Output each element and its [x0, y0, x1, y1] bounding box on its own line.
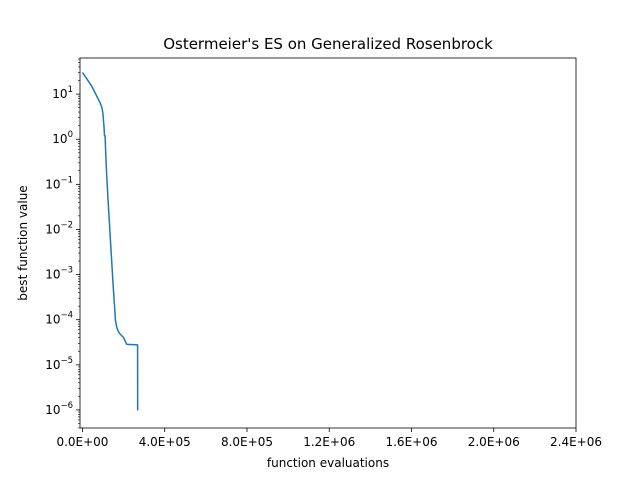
y-tick-label: 101 [52, 85, 73, 101]
y-tick-label: 10−1 [45, 175, 73, 191]
y-tick-label: 10−4 [45, 311, 73, 327]
x-tick-label: 8.0E+05 [221, 435, 273, 449]
y-axis-label: best function value [16, 185, 30, 300]
x-tick-label: 2.4E+06 [550, 435, 602, 449]
x-tick-label: 1.6E+06 [385, 435, 437, 449]
y-axis: 10−6 10−5 10−4 10−3 10−2 10−1 100 101 [45, 58, 80, 429]
chart-title: Ostermeier's ES on Generalized Rosenbroc… [163, 35, 493, 53]
y-tick-label: 10−3 [45, 266, 73, 282]
x-tick-label: 1.2E+06 [303, 435, 355, 449]
y-tick-label: 100 [52, 130, 73, 146]
series-line-0 [81, 72, 139, 411]
x-axis: 0.0E+00 4.0E+05 8.0E+05 1.2E+06 1.6E+06 2.0E+… [56, 428, 602, 449]
y-tick-label: 10−2 [45, 220, 73, 236]
y-tick-label: 10−5 [45, 356, 73, 372]
x-tick-label: 4.0E+05 [139, 435, 191, 449]
x-tick-label: 2.0E+06 [468, 435, 520, 449]
x-axis-label: function evaluations [267, 456, 389, 470]
x-tick-label: 0.0E+00 [56, 435, 108, 449]
plot-area-frame [79, 57, 577, 429]
y-tick-label: 10−6 [45, 401, 73, 417]
